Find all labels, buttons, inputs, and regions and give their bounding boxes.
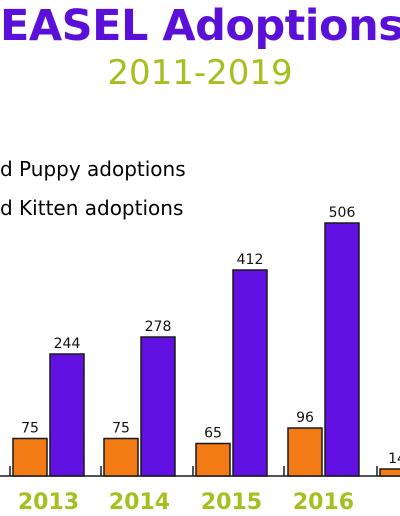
data-label: 278 — [145, 319, 172, 335]
legend-entry-puppy: d Puppy adoptions — [0, 157, 186, 181]
bar-kitten-2016 — [324, 222, 360, 477]
data-label: 96 — [296, 410, 314, 426]
data-label: 75 — [112, 421, 130, 437]
x-tick-label: 2015 — [201, 490, 262, 515]
x-tick-label: 2013 — [18, 490, 79, 515]
data-label: 75 — [21, 421, 39, 437]
chart-subtitle: 2011-2019 — [107, 53, 293, 93]
data-label: 244 — [54, 336, 81, 352]
data-label: 65 — [204, 426, 222, 442]
bar-puppy-2 — [379, 468, 400, 477]
data-label: 506 — [329, 205, 356, 221]
legend-entry-kitten: d Kitten adoptions — [0, 196, 184, 220]
bar-kitten-2013 — [49, 353, 85, 477]
bar-puppy-2015 — [195, 442, 231, 477]
bar-puppy-2014 — [103, 437, 139, 477]
x-tick-label: 2014 — [109, 490, 170, 515]
data-label: 412 — [237, 252, 264, 268]
bar-kitten-2014 — [140, 336, 176, 477]
data-label: 14 — [388, 451, 400, 467]
bar-puppy-2013 — [12, 437, 48, 477]
chart-title: EASEL Adoptions — [0, 1, 400, 51]
x-tick-label: 2016 — [293, 490, 354, 515]
bar-kitten-2015 — [232, 269, 268, 477]
bar-puppy-2016 — [287, 427, 323, 477]
